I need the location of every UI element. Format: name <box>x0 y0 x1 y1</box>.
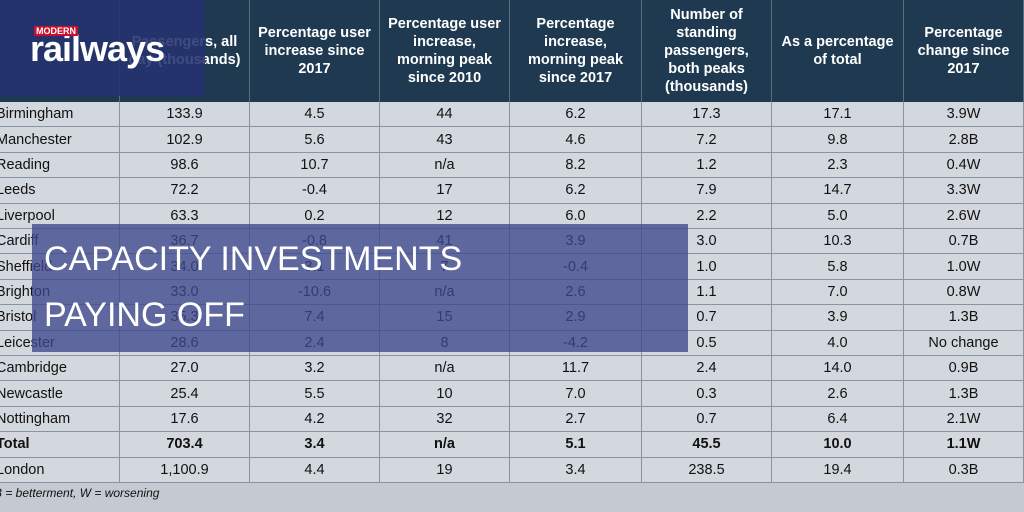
table-cell: 10.0 <box>772 432 904 458</box>
table-cell: 3.9 <box>772 305 904 331</box>
table-cell: 3.4 <box>510 457 642 483</box>
table-cell: 17.6 <box>120 406 250 433</box>
table-cell: Reading <box>0 152 120 179</box>
table-cell: 5.5 <box>250 381 380 407</box>
table-cell: 4.2 <box>250 406 380 433</box>
table-cell: 14.0 <box>772 356 904 382</box>
header-cell: Percentage change since 2017 <box>904 0 1024 102</box>
table-cell: 102.9 <box>120 127 250 153</box>
table-cell: 7.0 <box>510 381 642 407</box>
logo-small: MODERN <box>34 26 78 36</box>
table-cell: 7.0 <box>772 279 904 306</box>
table-cell: 11.7 <box>510 356 642 382</box>
table-cell: Total <box>0 432 120 458</box>
table-cell: 17.3 <box>642 102 772 128</box>
table-cell: 9.8 <box>772 127 904 153</box>
table-cell: n/a <box>380 432 510 458</box>
table-cell: 6.2 <box>510 102 642 128</box>
table-cell: 27.0 <box>120 356 250 382</box>
table-cell: 72.2 <box>120 178 250 204</box>
table-cell: Newcastle <box>0 381 120 407</box>
table-cell: 2.4 <box>642 356 772 382</box>
table-cell: London <box>0 457 120 483</box>
table-cell: 133.9 <box>120 102 250 128</box>
headline: PAYING OFF <box>44 296 245 334</box>
table-cell: 8.2 <box>510 152 642 179</box>
table-cell: 45.5 <box>642 432 772 458</box>
table-cell: 5.8 <box>772 254 904 280</box>
header-cell: Number of standing passengers, both peak… <box>642 0 772 102</box>
footnote: B = betterment, W = worsening <box>0 486 160 500</box>
table-cell: 2.2 <box>642 203 772 229</box>
table-cell: No change <box>904 330 1024 356</box>
table-cell: 1,100.9 <box>120 457 250 483</box>
table-cell: 4.5 <box>250 102 380 128</box>
table-cell: n/a <box>380 152 510 179</box>
table-cell: 0.3B <box>904 457 1024 483</box>
table-cell: 25.4 <box>120 381 250 407</box>
table-cell: Nottingham <box>0 406 120 433</box>
header-cell: As a percentage of total <box>772 0 904 102</box>
table-cell: Birmingham <box>0 102 120 128</box>
headline: CAPACITY INVESTMENTS <box>44 240 463 278</box>
table-cell: 19.4 <box>772 457 904 483</box>
table-cell: 703.4 <box>120 432 250 458</box>
table-cell: 2.8B <box>904 127 1024 153</box>
table-cell: 3.4 <box>250 432 380 458</box>
table-cell: 7.2 <box>642 127 772 153</box>
headline-banner: CAPACITY INVESTMENTS PAYING OFF <box>32 224 688 352</box>
table-cell: 0.9B <box>904 356 1024 382</box>
table-cell: 1.2 <box>642 152 772 179</box>
table-cell: 17 <box>380 178 510 204</box>
table-cell: 6.2 <box>510 178 642 204</box>
table-cell: 32 <box>380 406 510 433</box>
table-cell: 1.1W <box>904 432 1024 458</box>
table-cell: 10.3 <box>772 229 904 255</box>
table-cell: 2.3 <box>772 152 904 179</box>
table-cell: 5.0 <box>772 203 904 229</box>
table-cell: Cambridge <box>0 356 120 382</box>
table-cell: 10.7 <box>250 152 380 179</box>
table-cell: 98.6 <box>120 152 250 179</box>
table-cell: 44 <box>380 102 510 128</box>
table-cell: 6.4 <box>772 406 904 433</box>
table-cell: 43 <box>380 127 510 153</box>
table-cell: 19 <box>380 457 510 483</box>
table-cell: 1.3B <box>904 381 1024 407</box>
table-cell: 7.9 <box>642 178 772 204</box>
table-cell: 17.1 <box>772 102 904 128</box>
table-cell: 0.4W <box>904 152 1024 179</box>
table-cell: 2.6W <box>904 203 1024 229</box>
table-cell: 1.0W <box>904 254 1024 280</box>
header-cell: Percentage increase, morning peak since … <box>510 0 642 102</box>
table-cell: n/a <box>380 356 510 382</box>
logo: railways MODERN <box>0 0 205 96</box>
table-cell: 10 <box>380 381 510 407</box>
table-cell: 0.7B <box>904 229 1024 255</box>
table-cell: 2.7 <box>510 406 642 433</box>
table-cell: 0.3 <box>642 381 772 407</box>
table-cell: -0.4 <box>250 178 380 204</box>
table-cell: 2.6 <box>772 381 904 407</box>
table-cell: 238.5 <box>642 457 772 483</box>
table-cell: Manchester <box>0 127 120 153</box>
table-cell: 4.6 <box>510 127 642 153</box>
table-cell: Leeds <box>0 178 120 204</box>
header-cell: Percentage user increase, morning peak s… <box>380 0 510 102</box>
table-cell: 4.4 <box>250 457 380 483</box>
table-cell: 0.7 <box>642 406 772 433</box>
table-cell: 5.6 <box>250 127 380 153</box>
table-cell: 5.1 <box>510 432 642 458</box>
table-cell: 2.1W <box>904 406 1024 433</box>
table-cell: 4.0 <box>772 330 904 356</box>
table-cell: 3.2 <box>250 356 380 382</box>
table-cell: 0.8W <box>904 279 1024 306</box>
table-cell: 14.7 <box>772 178 904 204</box>
table-cell: 3.9W <box>904 102 1024 128</box>
header-cell: Percentage user increase since 2017 <box>250 0 380 102</box>
table-cell: 3.3W <box>904 178 1024 204</box>
table-cell: 1.3B <box>904 305 1024 331</box>
